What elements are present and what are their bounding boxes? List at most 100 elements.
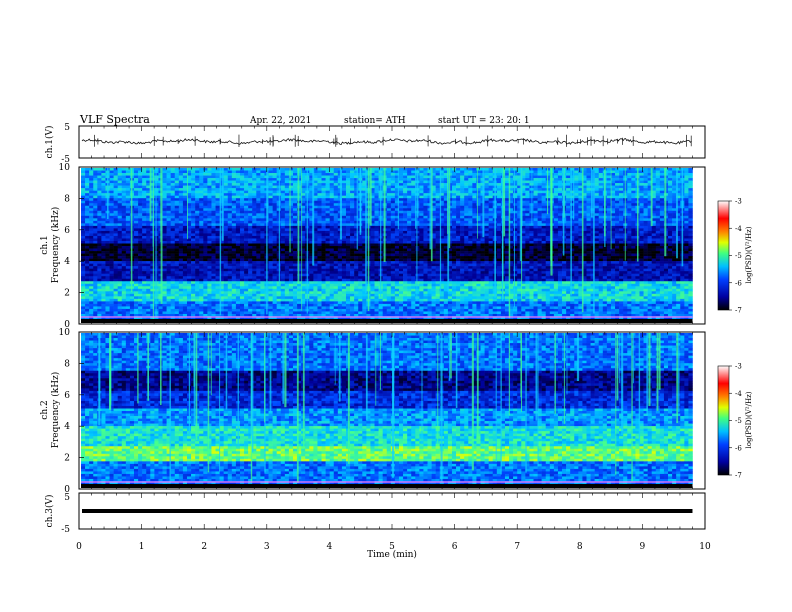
- spectrogram-cell: [166, 213, 171, 217]
- spectrogram-cell: [195, 193, 200, 196]
- spectrogram-cell: [513, 218, 518, 222]
- spectrogram-cell: [484, 208, 489, 212]
- spectrogram-cell: [133, 213, 139, 217]
- spectrogram-cell: [451, 230, 457, 234]
- spectrogram-cell: [553, 200, 559, 204]
- spectrogram-cell: [113, 230, 118, 234]
- spectrogram-cell: [488, 228, 494, 232]
- spectrogram-cell: [476, 243, 481, 247]
- spectrogram-cell: [272, 208, 277, 212]
- spectrogram-cell: [398, 205, 404, 209]
- spectrogram-cell: [272, 200, 277, 204]
- spectrogram-cell: [85, 200, 90, 204]
- spectrogram-cell: [488, 230, 494, 234]
- spectrogram-cell: [207, 195, 212, 199]
- spectrogram-cell: [142, 183, 147, 186]
- spectrogram-cell: [407, 200, 412, 204]
- spectrogram-cell: [370, 178, 375, 181]
- spectrogram-cell: [570, 243, 575, 247]
- spectrogram-cell: [513, 235, 518, 239]
- spectrogram-cell: [533, 183, 538, 186]
- spectrogram-cell: [215, 188, 220, 191]
- spectrogram-cell: [627, 185, 632, 189]
- spectrogram-cell: [292, 168, 298, 171]
- spectrogram-cell: [431, 218, 436, 222]
- spectrogram-cell: [460, 208, 465, 212]
- spectrogram-cell: [566, 180, 571, 184]
- spectrogram-cell: [594, 190, 600, 194]
- spectrogram-cell: [411, 193, 416, 196]
- spectrogram-cell: [472, 240, 477, 244]
- spectrogram-cell: [525, 215, 530, 219]
- spectrogram-cell: [578, 240, 583, 244]
- spectrogram-cell: [443, 215, 449, 219]
- spectrogram-cell: [672, 188, 677, 191]
- spectrogram-cell: [211, 215, 216, 219]
- spectrogram-cell: [398, 180, 404, 184]
- spectrogram-cell: [415, 230, 420, 234]
- spectrogram-cell: [578, 213, 583, 217]
- spectrogram-cell: [415, 218, 420, 222]
- spectrogram-cell: [684, 233, 689, 237]
- spectrogram-cell: [553, 170, 559, 174]
- spectrogram-cell: [651, 168, 657, 171]
- spectrogram-cell: [415, 220, 420, 224]
- spectrogram-cell: [125, 240, 131, 244]
- spectrogram-cell: [557, 228, 563, 232]
- spectrogram-cell: [672, 235, 677, 239]
- spectrogram-cell: [582, 200, 587, 204]
- spectrogram-cell: [199, 183, 204, 186]
- spectrogram-cell: [97, 185, 102, 189]
- spectrogram-cell: [386, 228, 392, 232]
- spectrogram-cell: [553, 193, 559, 196]
- spectrogram-cell: [362, 203, 367, 207]
- spectrogram-cell: [606, 223, 612, 227]
- spectrogram-cell: [325, 178, 330, 181]
- spectrogram-cell: [398, 230, 404, 234]
- spectrogram-cell: [97, 218, 102, 222]
- spectrogram-cell: [390, 170, 396, 174]
- spectrogram-cell: [411, 228, 416, 232]
- spectrogram-cell: [411, 246, 416, 249]
- spectrogram-cell: [215, 198, 220, 202]
- spectrogram-cell: [231, 233, 237, 237]
- spectrogram-cell: [460, 235, 465, 239]
- spectrogram-cell: [643, 205, 648, 209]
- spectrogram-cell: [162, 220, 167, 224]
- spectrogram-cell: [610, 228, 616, 232]
- spectrogram-cell: [121, 188, 127, 191]
- spectrogram-cell: [504, 180, 510, 184]
- spectrogram-cell: [574, 228, 579, 232]
- spectrogram-cell: [292, 173, 298, 176]
- spectrogram-cell: [627, 205, 632, 209]
- spectrogram-cell: [321, 223, 326, 227]
- spectrogram-cell: [215, 210, 220, 214]
- spectrogram-cell: [150, 223, 155, 227]
- spectrogram-cell: [374, 205, 379, 209]
- spectrogram-cell: [374, 208, 379, 212]
- spectrogram-cell: [231, 223, 237, 227]
- spectrogram-cell: [557, 238, 563, 242]
- spectrogram-cell: [341, 220, 347, 224]
- spectrogram-cell: [484, 238, 489, 242]
- spectrogram-cell: [329, 193, 335, 196]
- spectrogram-cell: [537, 200, 542, 204]
- spectrogram-cell: [533, 238, 538, 242]
- spectrogram-cell: [146, 175, 151, 179]
- spectrogram-cell: [288, 215, 294, 219]
- spectrogram-cell: [133, 243, 139, 247]
- spectrogram-cell: [186, 180, 192, 184]
- spectrogram-cell: [121, 183, 127, 186]
- spectrogram-cell: [329, 246, 335, 249]
- spectrogram-cell: [398, 213, 404, 217]
- spectrogram-cell: [85, 248, 90, 252]
- spectrogram-cell: [488, 246, 494, 249]
- spectrogram-cell: [146, 213, 151, 217]
- spectrogram-cell: [456, 230, 461, 234]
- spectrogram-cell: [684, 215, 689, 219]
- spectrogram-cell: [676, 225, 681, 229]
- spectrogram-cell: [252, 210, 257, 214]
- spectrogram-cell: [350, 183, 355, 186]
- spectrogram-cell: [672, 203, 677, 207]
- spectrogram-cell: [496, 210, 502, 214]
